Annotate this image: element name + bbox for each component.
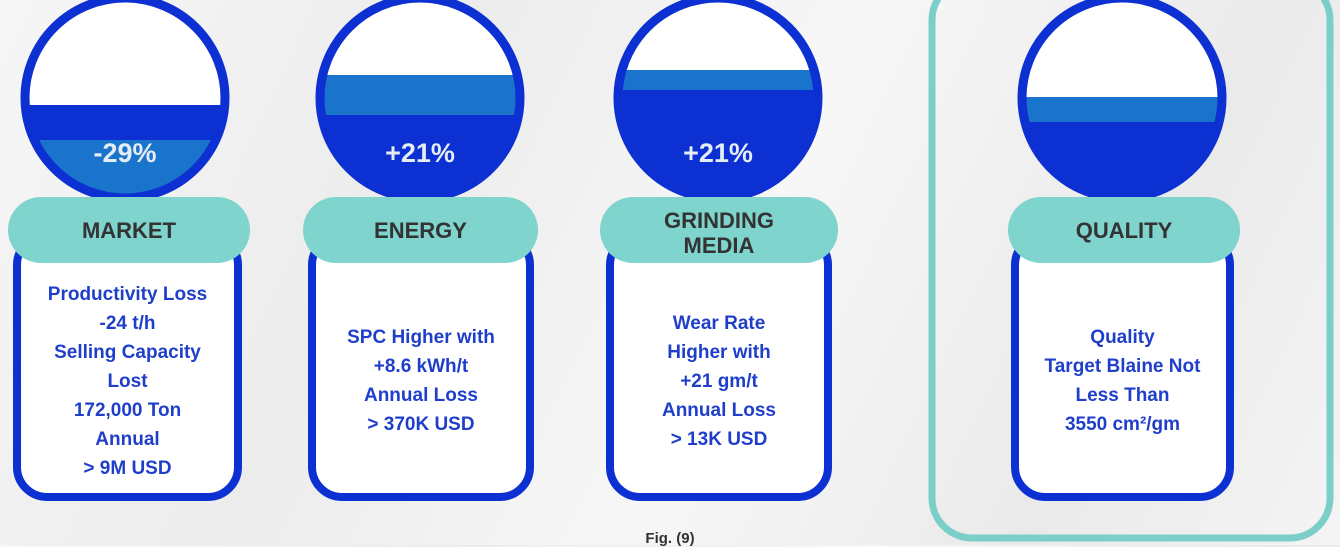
description-line: Higher with [667, 341, 771, 363]
percent: -29% [93, 138, 157, 168]
label-pill [303, 197, 538, 263]
liquid [1022, 122, 1222, 198]
description-line: Less Than [1075, 385, 1170, 406]
liquid-band [25, 105, 225, 140]
liquid-band [1022, 97, 1222, 122]
percent: +21% [683, 138, 753, 168]
description-line: Lost [107, 370, 148, 392]
description-line: 172,000 Ton [73, 399, 182, 421]
liquid-band [618, 70, 818, 90]
caption: Fig. (9) [645, 530, 695, 547]
description-line: Productivity Loss [47, 283, 208, 305]
description-line: SPC Higher with [347, 327, 495, 348]
description-line: > 370K USD [367, 414, 475, 435]
description-line: +21 gm/t [680, 370, 758, 392]
description-line: Wear Rate [672, 312, 766, 334]
card-label: ENERGY [374, 217, 467, 243]
card-label: GRINDING [664, 208, 774, 233]
card-label: MARKET [81, 217, 177, 243]
description-line: > 13K USD [670, 428, 768, 450]
label-pill [600, 197, 838, 263]
label-pill [1008, 197, 1240, 263]
description-line: Quality [1090, 327, 1155, 348]
description-line: Annual [95, 428, 160, 450]
description-line: +8.6 kWh/t [373, 356, 469, 377]
description-line: Annual Loss [661, 399, 776, 421]
percent: +21% [385, 138, 455, 168]
highlight-frame [928, 0, 1334, 542]
liquid-band [320, 75, 520, 115]
description-line: -24 t/h [99, 312, 156, 334]
description-line: Target Blaine Not [1044, 356, 1201, 377]
description-line: > 9M USD [83, 457, 172, 479]
gauge [320, 0, 520, 198]
description-line: Annual Loss [363, 385, 478, 406]
description-line: Selling Capacity [54, 341, 201, 363]
card-label: MEDIA [683, 233, 755, 258]
description-line: 3550 cm²/gm [1064, 414, 1181, 435]
card-label: QUALITY [1075, 217, 1173, 243]
label-pill [8, 197, 250, 263]
